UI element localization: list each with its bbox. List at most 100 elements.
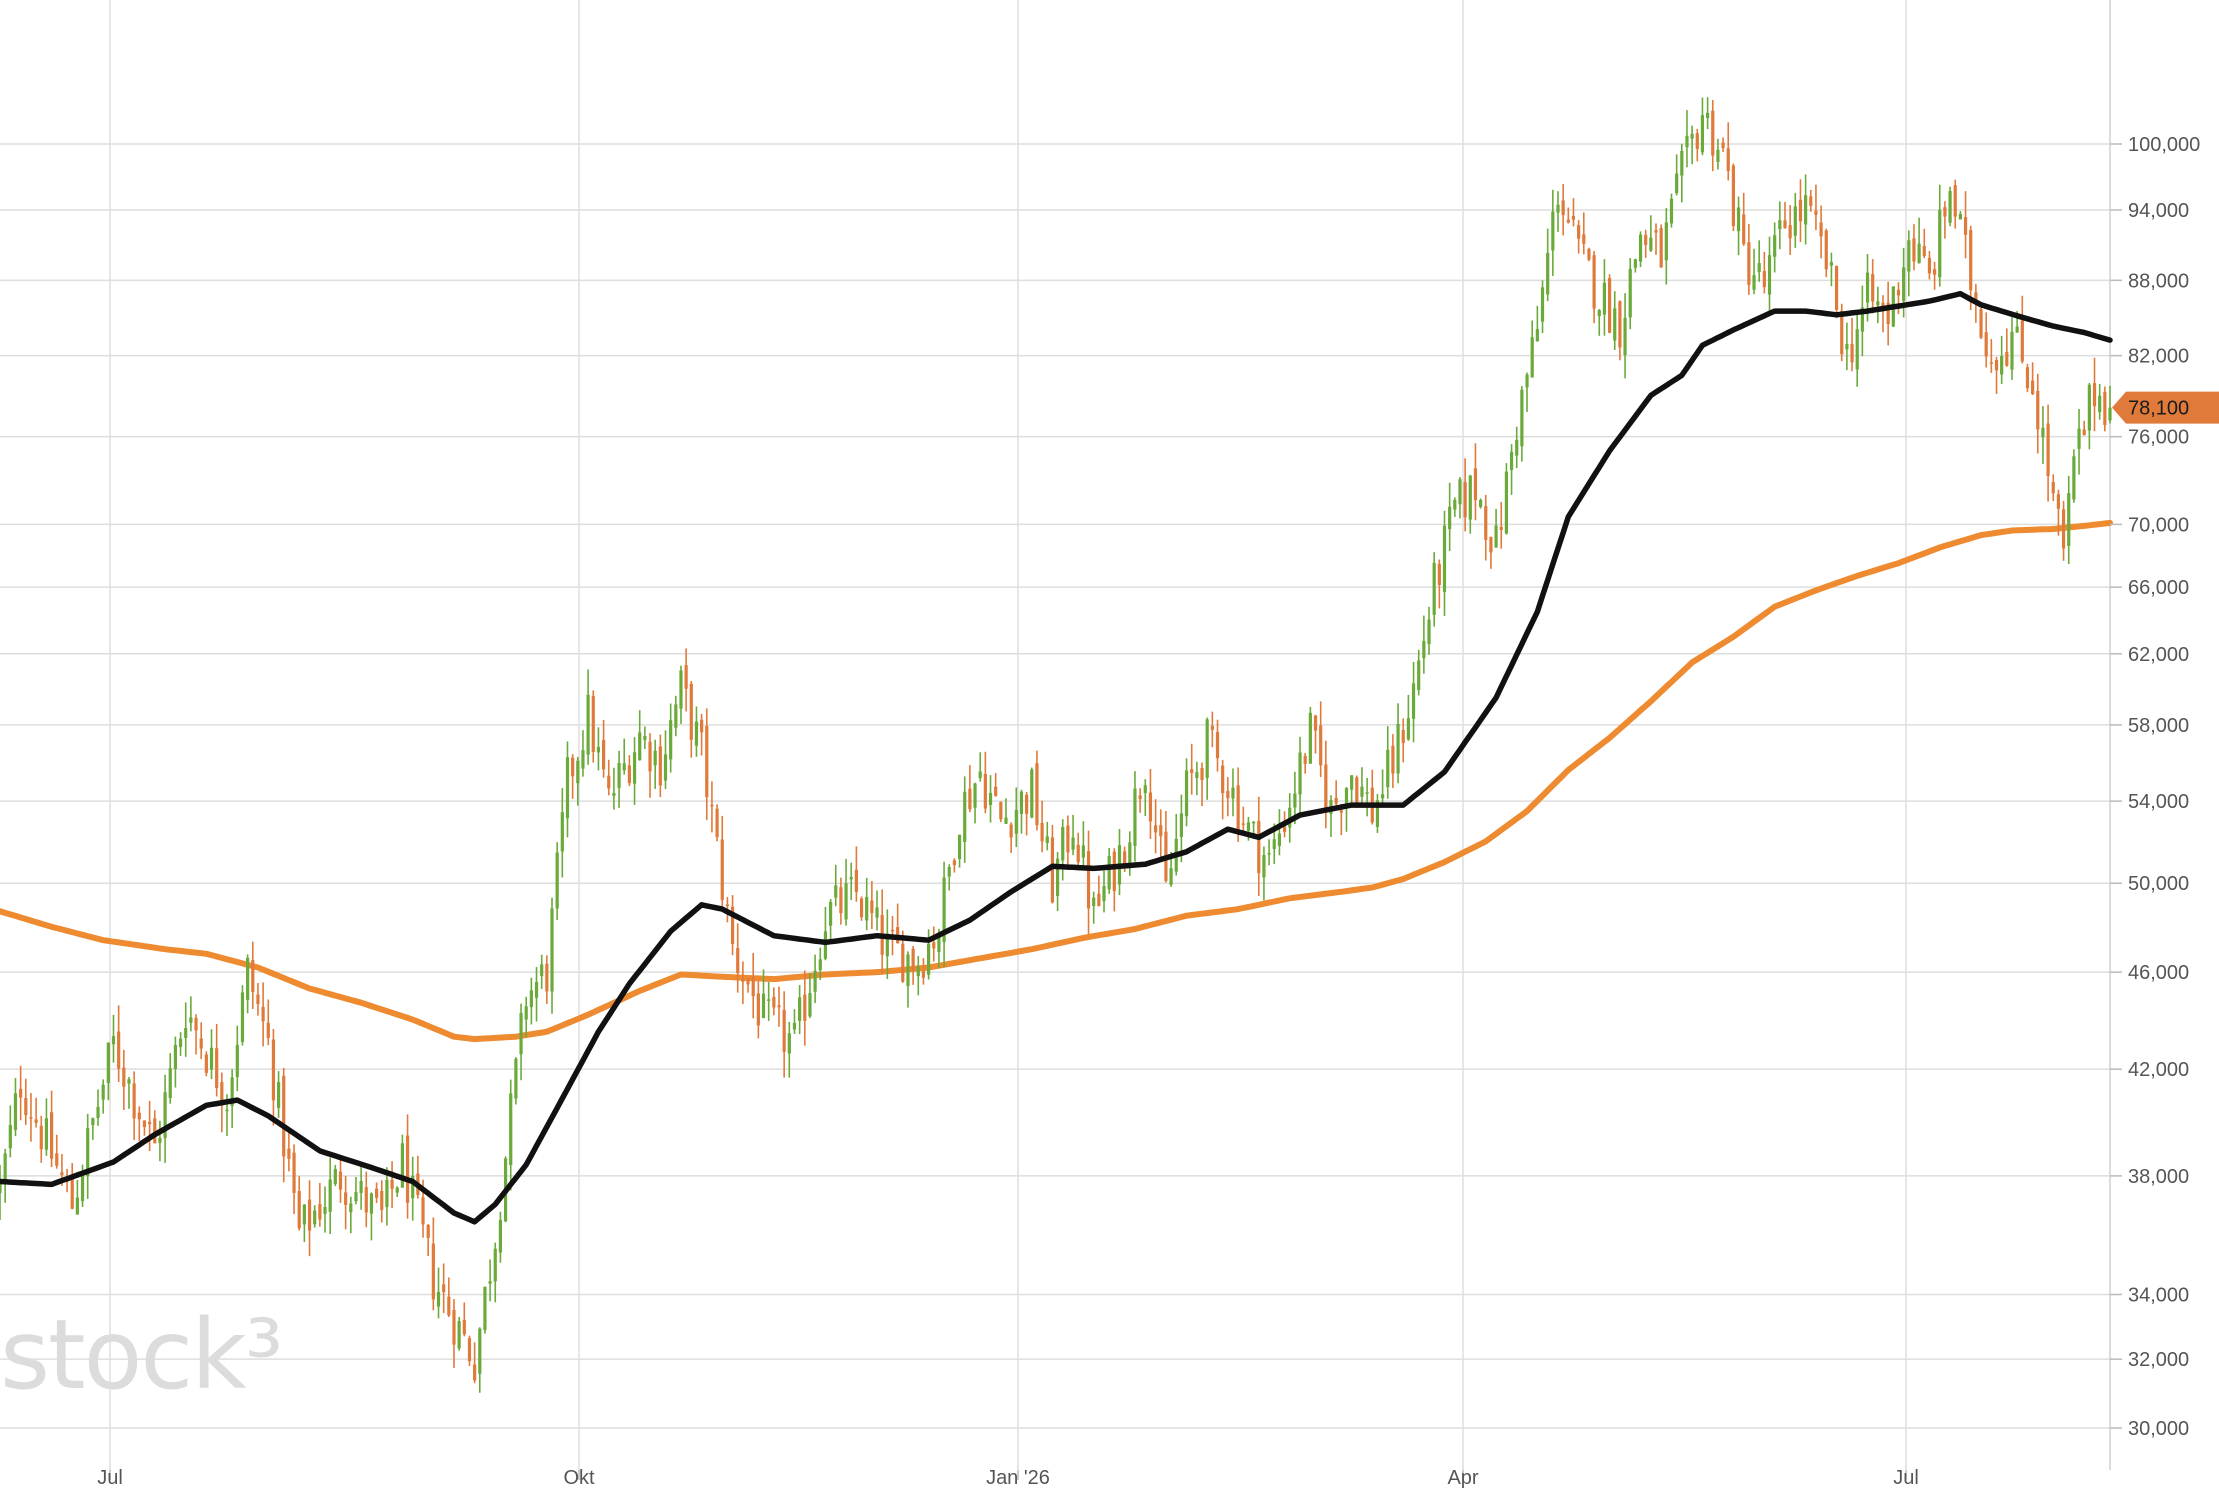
candle-up bbox=[2067, 475, 2071, 565]
candle-body bbox=[756, 993, 760, 1026]
candle-up bbox=[792, 1009, 797, 1034]
candle-body bbox=[117, 1031, 121, 1069]
candle-up bbox=[834, 864, 838, 907]
candle-body bbox=[1556, 204, 1560, 213]
candle-down bbox=[1731, 163, 1735, 232]
candle-up bbox=[313, 1205, 317, 1228]
candle-body bbox=[591, 695, 595, 753]
candle-up bbox=[1773, 222, 1777, 273]
candle-up bbox=[158, 1120, 162, 1162]
candle-body bbox=[916, 966, 920, 977]
y-tick-label: 50,000 bbox=[2128, 873, 2189, 895]
candle-up bbox=[457, 1316, 461, 1351]
candle-body bbox=[1272, 839, 1276, 850]
candle-down bbox=[1695, 128, 1699, 162]
candle-body bbox=[1871, 274, 1875, 302]
candle-down bbox=[1989, 338, 1993, 373]
candle-up bbox=[1515, 426, 1519, 469]
candle-body bbox=[0, 1181, 2, 1194]
candle-down bbox=[772, 987, 776, 1016]
candle-up bbox=[106, 1042, 110, 1101]
candle-body bbox=[184, 1028, 188, 1038]
candle-down bbox=[1200, 762, 1204, 807]
candle-down bbox=[19, 1065, 23, 1121]
candle-body bbox=[1834, 265, 1839, 310]
candle-down bbox=[1437, 559, 1441, 609]
candle-body bbox=[338, 1171, 343, 1190]
candle-down bbox=[55, 1134, 59, 1169]
candle-body bbox=[1623, 317, 1627, 355]
candle-body bbox=[2067, 493, 2071, 546]
candle-down bbox=[1953, 179, 1957, 229]
candle-up bbox=[436, 1267, 441, 1319]
candle-up bbox=[1417, 649, 1421, 696]
candle-up bbox=[612, 767, 616, 810]
candle-body bbox=[1313, 715, 1318, 731]
y-tick-label: 58,000 bbox=[2128, 715, 2189, 737]
candle-body bbox=[246, 957, 250, 1001]
candle-down bbox=[473, 1342, 477, 1384]
candle-up bbox=[1061, 819, 1065, 881]
candle-up bbox=[2000, 335, 2004, 385]
candle-up bbox=[1675, 154, 1679, 196]
candle-body bbox=[1706, 112, 1710, 118]
candle-body bbox=[91, 1118, 95, 1126]
candle-body bbox=[906, 954, 910, 987]
candle-body bbox=[1494, 525, 1498, 548]
candle-down bbox=[194, 1014, 198, 1055]
candle-body bbox=[1355, 777, 1359, 805]
candle-down bbox=[1886, 281, 1890, 346]
candle-body bbox=[473, 1364, 477, 1381]
candle-down bbox=[364, 1171, 368, 1228]
candle-body bbox=[1520, 389, 1524, 447]
candle-down bbox=[1984, 312, 1988, 368]
candle-up bbox=[1092, 891, 1096, 924]
candle-down bbox=[1819, 205, 1823, 259]
candle-up bbox=[1267, 839, 1271, 866]
candle-down bbox=[1148, 768, 1153, 839]
candle-body bbox=[1045, 836, 1049, 843]
candle-body bbox=[514, 1058, 518, 1099]
candle-body bbox=[1014, 809, 1018, 834]
candle-body bbox=[957, 834, 962, 860]
candle-up bbox=[1411, 661, 1416, 743]
candle-up bbox=[1453, 497, 1457, 517]
y-tick-label: 38,000 bbox=[2128, 1166, 2189, 1188]
candle-body bbox=[571, 757, 575, 777]
candle-body bbox=[1179, 813, 1183, 837]
candle-down bbox=[994, 773, 998, 797]
candle-body bbox=[1293, 793, 1297, 808]
candle-body bbox=[189, 1017, 193, 1023]
candle-down bbox=[416, 1155, 420, 1199]
y-tick-label: 100,000 bbox=[2128, 134, 2200, 156]
candle-down bbox=[1587, 247, 1591, 262]
candle-up bbox=[385, 1167, 389, 1226]
candle-body bbox=[2005, 352, 2009, 366]
candle-down bbox=[1912, 224, 1916, 271]
candle-body bbox=[354, 1192, 358, 1202]
candle-up bbox=[1855, 311, 1859, 387]
candle-up bbox=[1479, 498, 1483, 509]
candle-down bbox=[1726, 122, 1730, 181]
candle-up bbox=[1014, 787, 1018, 848]
candle-down bbox=[375, 1182, 379, 1204]
candle-down bbox=[777, 986, 781, 1027]
candle-body bbox=[787, 1033, 791, 1054]
candle-body bbox=[483, 1286, 487, 1331]
candle-up bbox=[13, 1078, 18, 1137]
candle-down bbox=[1324, 740, 1328, 829]
candle-up bbox=[44, 1098, 49, 1156]
candle-up bbox=[333, 1164, 337, 1187]
candle-up bbox=[1308, 706, 1312, 764]
candle-body bbox=[694, 721, 699, 746]
candle-body bbox=[1282, 826, 1287, 832]
candle-down bbox=[1932, 261, 1937, 290]
candle-down bbox=[1370, 769, 1374, 825]
candle-up bbox=[1752, 248, 1756, 295]
candle-down bbox=[1190, 743, 1194, 795]
candle-down bbox=[1783, 201, 1787, 229]
candle-up bbox=[885, 909, 889, 979]
candle-body bbox=[390, 1179, 394, 1189]
candle-body bbox=[1463, 482, 1467, 518]
candle-up bbox=[669, 703, 673, 773]
